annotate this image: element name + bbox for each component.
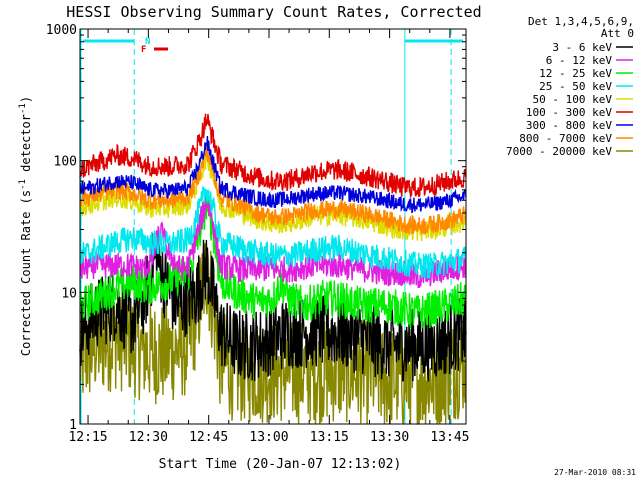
legend-entry-label: 800 - 7000 keV bbox=[519, 132, 612, 145]
x-axis: 12:15 12:30 12:45 13:00 13:15 13:30 13:45 bbox=[68, 29, 469, 445]
legend-entry-label: 25 - 50 keV bbox=[539, 80, 612, 93]
footer-timestamp: 27-Mar-2010 08:31 bbox=[554, 468, 636, 477]
x-tick-label: 12:45 bbox=[189, 430, 228, 445]
legend-entry-label: 6 - 12 keV bbox=[546, 54, 613, 67]
x-tick-label: 13:00 bbox=[249, 430, 288, 445]
y-axis-label: Corrected Count Rate (s-1 detector-1) bbox=[18, 96, 33, 356]
legend-entry-label: 300 - 800 keV bbox=[526, 119, 612, 132]
legend-entry-label: 12 - 25 keV bbox=[539, 67, 612, 80]
x-axis-label: Start Time (20-Jan-07 12:13:02) bbox=[159, 457, 402, 472]
series-line bbox=[79, 135, 467, 214]
series-line bbox=[79, 143, 467, 236]
series-300-800-kev bbox=[79, 135, 467, 214]
series-6-12-kev bbox=[79, 197, 467, 289]
series-12-25-kev bbox=[79, 192, 467, 330]
legend-header-att: Att 0 bbox=[601, 27, 634, 40]
legend-entry-label: 100 - 300 keV bbox=[526, 106, 612, 119]
series-line bbox=[79, 197, 467, 289]
x-tick-label: 12:15 bbox=[68, 430, 107, 445]
flag-label-f: F bbox=[141, 45, 146, 55]
flag-label-n: N bbox=[145, 37, 150, 47]
y-tick-label: 1 bbox=[69, 418, 77, 433]
y-axis: 1 10 100 1000 bbox=[46, 23, 466, 433]
series-25-50-kev bbox=[79, 186, 467, 280]
x-tick-label: 12:30 bbox=[129, 430, 168, 445]
legend-header: Det 1,3,4,5,6,9, bbox=[528, 15, 634, 28]
plot-frame bbox=[79, 28, 467, 425]
x-tick-label: 13:30 bbox=[370, 430, 409, 445]
plot-area: NF bbox=[79, 29, 467, 426]
series-100-300-kev bbox=[79, 113, 467, 198]
y-tick-label: 1000 bbox=[46, 23, 77, 38]
series-line bbox=[79, 113, 467, 198]
y-tick-label: 100 bbox=[54, 155, 77, 170]
y-tick-label: 10 bbox=[61, 286, 77, 301]
x-tick-label: 13:45 bbox=[430, 430, 469, 445]
legend-entry-label: 50 - 100 keV bbox=[533, 93, 613, 106]
x-tick-label: 13:15 bbox=[310, 430, 349, 445]
chart-title: HESSI Observing Summary Count Rates, Cor… bbox=[66, 3, 481, 21]
series-line bbox=[79, 192, 467, 330]
legend-entry-label: 3 - 6 keV bbox=[552, 41, 612, 54]
series-line bbox=[79, 186, 467, 280]
legend-entry-label: 7000 - 20000 keV bbox=[506, 145, 612, 158]
series-800-7000-kev bbox=[79, 143, 467, 236]
